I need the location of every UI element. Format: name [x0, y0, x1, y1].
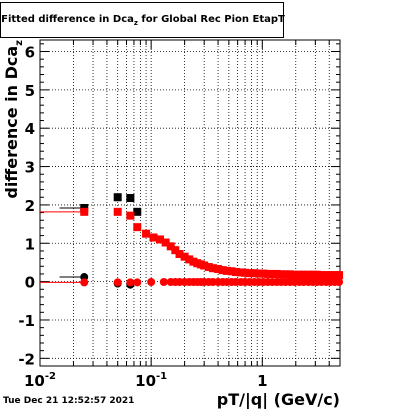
data-point-square	[126, 194, 135, 203]
data-point-square	[286, 270, 295, 279]
data-point-square	[222, 266, 231, 275]
y-tick-label: 3	[25, 159, 35, 177]
data-point-square	[295, 270, 304, 279]
data-point-square	[133, 223, 142, 232]
data-point-square	[326, 271, 335, 280]
data-point-square	[308, 270, 317, 279]
data-point-square	[204, 263, 213, 272]
data-point-square	[113, 207, 122, 216]
y-tick-label: 5	[25, 82, 35, 100]
data-point-square	[133, 207, 142, 216]
data-point-square	[175, 250, 184, 259]
data-point-circle	[147, 278, 156, 287]
data-point-square	[185, 255, 194, 264]
data-point-square	[254, 269, 263, 278]
data-point-square	[180, 252, 189, 261]
x-tick-label: 1	[257, 372, 267, 390]
data-point-square	[250, 269, 259, 278]
y-tick-label: 2	[25, 197, 35, 215]
data-point-square	[272, 269, 281, 278]
data-point-square	[166, 242, 175, 251]
data-point-circle	[126, 278, 135, 287]
data-point-square	[322, 271, 331, 280]
x-axis-title: pT/|q| (GeV/c)	[217, 390, 340, 409]
data-point-square	[171, 246, 180, 255]
data-point-square	[80, 207, 89, 216]
data-point-circle	[159, 278, 168, 287]
y-axis-title: difference in Dcaz	[2, 40, 25, 199]
error-bar-layer	[40, 207, 85, 283]
data-point-square	[161, 238, 170, 247]
data-point-square	[277, 270, 286, 279]
grid-layer	[40, 40, 340, 366]
data-point-square	[299, 270, 308, 279]
data-point-square	[142, 229, 151, 238]
data-point-square	[208, 264, 217, 273]
data-point-square	[149, 233, 158, 242]
data-point-square	[263, 269, 272, 278]
data-point-circle	[335, 278, 344, 287]
data-point-square	[312, 270, 321, 279]
y-tick-label: -2	[18, 350, 35, 368]
y-tick-label: 4	[25, 120, 35, 138]
data-point-square	[155, 235, 164, 244]
y-tick-label: -1	[18, 312, 35, 330]
data-point-square	[281, 270, 290, 279]
data-point-square	[214, 264, 223, 273]
data-point-square	[290, 270, 299, 279]
data-point-square	[304, 270, 313, 279]
data-point-circle	[133, 278, 142, 287]
x-tick-label: 10-1	[135, 371, 167, 390]
data-point-square	[126, 211, 135, 220]
data-point-square	[330, 271, 339, 280]
frame-layer	[39, 39, 341, 367]
data-point-square	[232, 268, 241, 277]
data-point-square	[241, 268, 250, 277]
data-point-square	[268, 269, 277, 278]
tick-layer	[39, 40, 341, 367]
timestamp: Tue Dec 21 12:52:57 2021	[3, 396, 135, 406]
plot-frame	[39, 39, 341, 367]
y-tick-label: 6	[25, 44, 35, 62]
data-point-square	[113, 193, 122, 202]
y-tick-label: 0	[25, 274, 35, 292]
data-point-square	[245, 269, 254, 278]
title-rest: for Global Rec Pion EtapT	[137, 14, 285, 25]
title-main: Fitted difference in Dca	[1, 14, 134, 25]
chart-title: Fitted difference in Dcaz for Global Rec…	[1, 14, 285, 27]
marker-layer	[80, 193, 344, 289]
data-point-square	[335, 271, 344, 280]
data-point-square	[227, 267, 236, 276]
y-tick-label: 1	[25, 235, 35, 253]
data-point-square	[200, 261, 209, 270]
title-subscript: z	[133, 19, 138, 27]
data-point-circle	[80, 278, 89, 287]
x-tick-label: 10-2	[24, 371, 56, 390]
data-point-circle	[113, 278, 122, 287]
title-box: Fitted difference in Dcaz for Global Rec…	[0, 2, 285, 38]
data-point-square	[317, 271, 326, 280]
data-point-square	[259, 269, 268, 278]
data-point-square	[218, 266, 227, 275]
data-point-square	[236, 268, 245, 277]
